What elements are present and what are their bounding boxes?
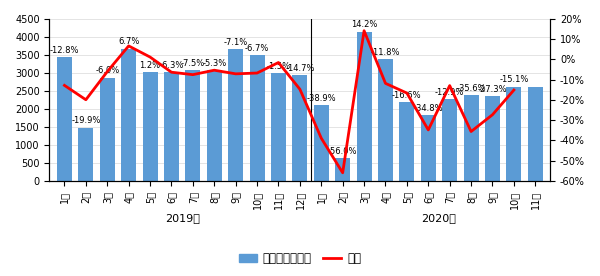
Bar bbox=[100, 78, 115, 181]
Text: 2019年: 2019年 bbox=[165, 213, 200, 223]
Text: -11.8%: -11.8% bbox=[371, 48, 400, 57]
Text: -19.9%: -19.9% bbox=[71, 116, 101, 126]
Text: -12.8%: -12.8% bbox=[50, 46, 79, 55]
Bar bbox=[314, 105, 329, 181]
Bar bbox=[356, 31, 371, 181]
Bar bbox=[464, 95, 479, 181]
Bar bbox=[164, 72, 179, 181]
Text: -6.0%: -6.0% bbox=[95, 67, 119, 75]
Bar bbox=[121, 49, 136, 181]
Bar bbox=[485, 96, 500, 181]
Text: -15.1%: -15.1% bbox=[499, 75, 529, 84]
Bar bbox=[271, 73, 286, 181]
Text: -27.3%: -27.3% bbox=[478, 85, 508, 94]
Bar bbox=[378, 59, 393, 181]
Text: -12.9%: -12.9% bbox=[435, 88, 464, 97]
Bar bbox=[528, 87, 543, 181]
Text: -56.0%: -56.0% bbox=[328, 147, 358, 156]
Bar bbox=[421, 115, 436, 181]
Text: -6.3%: -6.3% bbox=[159, 61, 184, 70]
Text: -1.5%: -1.5% bbox=[266, 62, 290, 71]
Bar bbox=[442, 99, 457, 181]
Text: -35.6%: -35.6% bbox=[456, 84, 486, 93]
Bar bbox=[57, 57, 72, 181]
Bar bbox=[143, 72, 158, 181]
Text: -16.6%: -16.6% bbox=[392, 91, 422, 100]
Text: -6.7%: -6.7% bbox=[245, 44, 269, 53]
Bar bbox=[506, 87, 521, 181]
Text: -38.9%: -38.9% bbox=[307, 94, 336, 103]
Text: 6.7%: 6.7% bbox=[118, 37, 139, 46]
Text: 14.2%: 14.2% bbox=[351, 20, 377, 30]
Text: 2020年: 2020年 bbox=[422, 213, 457, 223]
Text: -34.8%: -34.8% bbox=[413, 104, 443, 113]
Bar bbox=[335, 158, 350, 181]
Text: -14.7%: -14.7% bbox=[285, 63, 314, 73]
Bar bbox=[207, 70, 222, 181]
Legend: 出货量（万部）, 同比: 出货量（万部）, 同比 bbox=[234, 248, 366, 270]
Bar bbox=[400, 102, 415, 181]
Text: -7.5%: -7.5% bbox=[181, 59, 205, 68]
Text: 1.2%: 1.2% bbox=[139, 61, 161, 70]
Text: -5.3%: -5.3% bbox=[202, 59, 226, 68]
Bar bbox=[250, 55, 265, 181]
Bar bbox=[185, 70, 200, 181]
Text: -7.1%: -7.1% bbox=[224, 38, 248, 47]
Bar bbox=[79, 128, 94, 181]
Bar bbox=[228, 49, 243, 181]
Bar bbox=[292, 75, 307, 181]
